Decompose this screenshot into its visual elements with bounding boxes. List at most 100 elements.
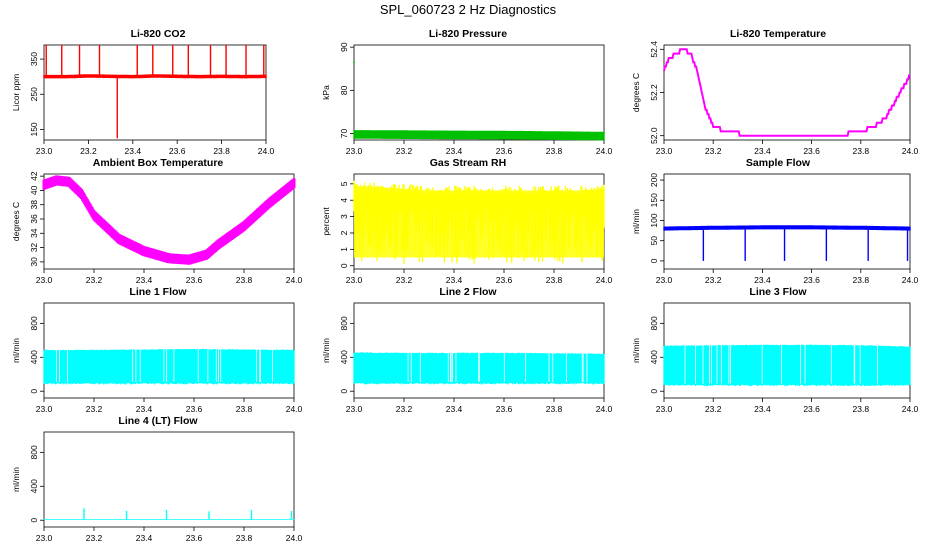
x-tick-label: 23.2 (705, 404, 722, 414)
chart-ambient-temp-svg: 23.0 23.2 23.4 23.6 23.8 24.0 30 32 34 36 38 40 42 de… (11, 171, 303, 285)
y-axis-label: degrees C (631, 73, 641, 112)
y-tick-label: 4 (339, 198, 349, 203)
y-tick-label: 5 (339, 181, 349, 186)
x-tick-label: 23.6 (496, 146, 513, 156)
chart-line2-svg: 23.0 23.2 23.4 23.6 23.8 24.0 0 400 800 ml/min (321, 302, 613, 414)
series-pressure (353, 130, 605, 141)
y-tick-label: 0 (649, 258, 659, 263)
y-axis-label: ml/min (321, 338, 331, 363)
y-axis-label: ml/min (11, 467, 21, 492)
y-tick-label: 800 (649, 316, 659, 330)
x-tick-label: 23.8 (236, 533, 253, 543)
x-tick-label: 23.2 (86, 275, 103, 285)
figure-title: SPL_060723 2 Hz Diagnostics (379, 2, 557, 17)
x-tick-label: 23.0 (346, 275, 363, 285)
series-ambient-box-temperature (42, 175, 296, 265)
chart-panel-line2-flow: Line 2 Flow 23.0 23.2 23.4 23.6 23.8 24.0 0 400… (318, 286, 618, 416)
y-tick-label: 42 (29, 171, 39, 181)
x-tick-label: 23.4 (136, 275, 153, 285)
chart-title: Sample Flow (745, 157, 811, 169)
chart-panel-line1-flow: Line 1 Flow 23.0 23.2 23.4 23.6 23.8 24.0 0 400… (8, 286, 308, 416)
chart-pressure-svg: 23.0 23.2 23.4 23.6 23.8 24.0 70 80 90 kPa (321, 42, 613, 156)
x-tick-label: 24.0 (902, 404, 919, 414)
x-tick-label: 23.0 (346, 146, 363, 156)
plot-frame (43, 431, 295, 528)
x-tick-label: 23.4 (125, 146, 142, 156)
x-tick-label: 24.0 (902, 146, 919, 156)
x-tick-label: 23.0 (36, 275, 53, 285)
chart-co2-svg: 23.0 23.2 23.4 23.6 23.8 24.0 150 250 350 Licor p… (11, 44, 275, 156)
y-tick-label: 0 (649, 389, 659, 394)
x-tick-label: 23.0 (656, 275, 673, 285)
y-axis-label: Licor ppm (11, 74, 21, 111)
plot-frame (43, 44, 267, 141)
chart-panel-line3-flow: Line 3 Flow 23.0 23.2 23.4 23.6 23.8 24.0 0 400… (628, 286, 928, 416)
chart-line4-svg: 23.0 23.2 23.4 23.6 23.8 24.0 0 400 800 ml/min (11, 431, 303, 543)
y-tick-label: 50 (649, 236, 659, 246)
y-tick-label: 1 (339, 247, 349, 252)
x-tick-label: 24.0 (286, 404, 303, 414)
x-tick-label: 23.8 (236, 404, 253, 414)
y-tick-label: 90 (339, 42, 349, 52)
y-tick-label: 0 (339, 263, 349, 268)
x-tick-label: 23.4 (446, 146, 463, 156)
x-tick-label: 23.6 (186, 275, 203, 285)
x-tick-label: 23.8 (546, 146, 563, 156)
plot-frame (43, 173, 295, 270)
x-tick-label: 23.4 (136, 533, 153, 543)
y-tick-label: 200 (649, 173, 659, 187)
y-tick-label: 30 (29, 257, 39, 267)
chart-panel-co2: Li-820 CO2 23.0 23.2 23.4 23.6 23.8 24.0 150 25… (8, 28, 308, 158)
chart-title: Li-820 Pressure (428, 28, 508, 40)
x-tick-label: 23.6 (186, 533, 203, 543)
y-tick-label: 350 (29, 52, 39, 66)
x-tick-label: 23.8 (853, 146, 870, 156)
series-sample-flow (663, 225, 911, 231)
x-tick-label: 23.4 (136, 404, 153, 414)
x-tick-label: 23.8 (853, 404, 870, 414)
y-tick-label: 32 (29, 243, 39, 253)
chart-title: Li-820 Temperature (729, 28, 827, 40)
chart-sample-flow-svg: 23.0 23.2 23.4 23.6 23.8 24.0 0 50 100 150 200 ml/m… (631, 173, 919, 285)
x-tick-label: 23.0 (36, 146, 53, 156)
x-tick-label: 24.0 (902, 275, 919, 285)
x-tick-label: 23.6 (186, 404, 203, 414)
x-tick-label: 23.2 (396, 275, 413, 285)
x-tick-label: 23.0 (656, 146, 673, 156)
x-tick-label: 23.2 (80, 146, 97, 156)
chart-title: Ambient Box Temperature (92, 157, 224, 169)
chart-title: Line 3 Flow (749, 286, 807, 298)
x-tick-label: 23.4 (446, 275, 463, 285)
x-tick-label: 23.8 (546, 275, 563, 285)
y-tick-label: 3 (339, 214, 349, 219)
x-tick-label: 23.2 (396, 404, 413, 414)
y-tick-label: 2 (339, 230, 349, 235)
y-tick-label: 52.2 (649, 84, 659, 101)
y-tick-label: 80 (339, 85, 349, 95)
y-tick-label: 0 (339, 389, 349, 394)
x-tick-label: 24.0 (286, 275, 303, 285)
series-li-820-temperature (663, 48, 911, 137)
series-band-fill (664, 345, 910, 385)
y-tick-label: 70 (339, 129, 349, 139)
y-tick-label: 52.4 (649, 41, 659, 58)
y-tick-label: 36 (29, 214, 39, 224)
series-band-fill (354, 185, 604, 258)
y-tick-label: 40 (29, 185, 39, 195)
chart-panel-pressure: Li-820 Pressure 23.0 23.2 23.4 23.6 23.8 24.0… (318, 28, 618, 158)
y-tick-label: 400 (649, 350, 659, 364)
plot-frame (663, 173, 911, 270)
x-tick-label: 23.2 (86, 404, 103, 414)
chart-title: Line 2 Flow (439, 286, 497, 298)
y-axis-label: ml/min (11, 338, 21, 363)
x-tick-label: 23.2 (396, 146, 413, 156)
x-tick-label: 23.4 (754, 275, 771, 285)
y-axis-label: degrees C (11, 202, 21, 241)
x-tick-label: 23.4 (446, 404, 463, 414)
chart-line3-svg: 23.0 23.2 23.4 23.6 23.8 24.0 0 400 800 ml/min (631, 302, 919, 414)
y-tick-label: 800 (29, 316, 39, 330)
y-tick-label: 400 (29, 479, 39, 493)
x-tick-label: 23.6 (803, 146, 820, 156)
x-tick-label: 23.8 (213, 146, 230, 156)
y-tick-label: 150 (29, 122, 39, 136)
